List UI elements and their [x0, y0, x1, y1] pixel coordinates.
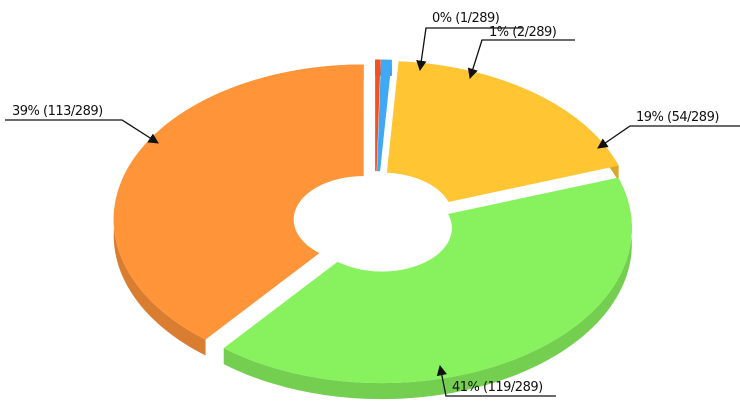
slice	[386, 61, 619, 202]
slice-side	[223, 177, 632, 400]
labels: 0% (1/289)1% (2/289) 19% (54/289) 41% (119…	[5, 11, 740, 397]
leader-line	[5, 119, 159, 144]
data-label: 1% (2/289)	[489, 25, 556, 40]
leader-line	[467, 39, 575, 79]
slice-tops	[113, 59, 632, 384]
leader-line	[597, 125, 740, 149]
slice	[377, 59, 392, 172]
data-label: 39% (113/289)	[12, 104, 103, 119]
slice	[375, 59, 381, 172]
slice	[113, 64, 364, 340]
data-label: 0% (1/289)	[432, 11, 499, 26]
leader-line	[416, 27, 522, 72]
data-label: 19% (54/289)	[636, 110, 719, 125]
slice	[223, 177, 632, 384]
data-label: 41% (119/289)	[452, 380, 543, 395]
leader-line	[436, 364, 556, 397]
